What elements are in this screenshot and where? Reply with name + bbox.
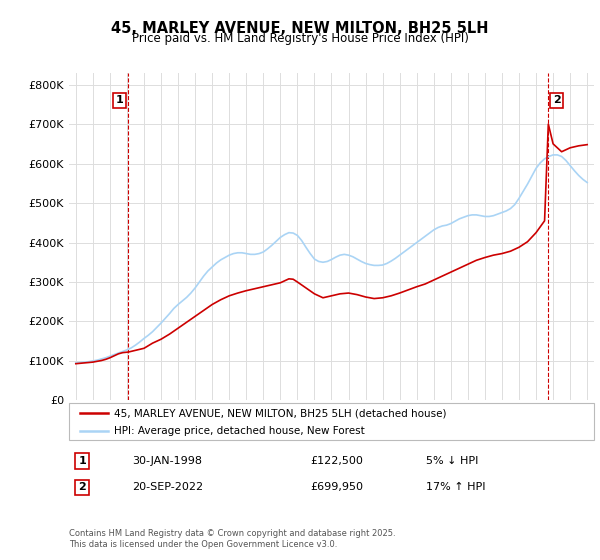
Text: 30-JAN-1998: 30-JAN-1998 — [132, 456, 202, 466]
Text: 45, MARLEY AVENUE, NEW MILTON, BH25 5LH (detached house): 45, MARLEY AVENUE, NEW MILTON, BH25 5LH … — [113, 408, 446, 418]
Text: HPI: Average price, detached house, New Forest: HPI: Average price, detached house, New … — [113, 426, 364, 436]
Text: 17% ↑ HPI: 17% ↑ HPI — [426, 482, 485, 492]
Text: 2: 2 — [78, 482, 86, 492]
Text: 1: 1 — [116, 95, 124, 105]
Text: 45, MARLEY AVENUE, NEW MILTON, BH25 5LH: 45, MARLEY AVENUE, NEW MILTON, BH25 5LH — [111, 21, 489, 36]
Text: £122,500: £122,500 — [311, 456, 364, 466]
Text: 1: 1 — [78, 456, 86, 466]
FancyBboxPatch shape — [69, 403, 594, 440]
Text: £699,950: £699,950 — [311, 482, 364, 492]
Text: Contains HM Land Registry data © Crown copyright and database right 2025.
This d: Contains HM Land Registry data © Crown c… — [69, 529, 395, 549]
Text: 20-SEP-2022: 20-SEP-2022 — [132, 482, 203, 492]
Text: Price paid vs. HM Land Registry's House Price Index (HPI): Price paid vs. HM Land Registry's House … — [131, 32, 469, 45]
Text: 5% ↓ HPI: 5% ↓ HPI — [426, 456, 478, 466]
Text: 2: 2 — [553, 95, 561, 105]
